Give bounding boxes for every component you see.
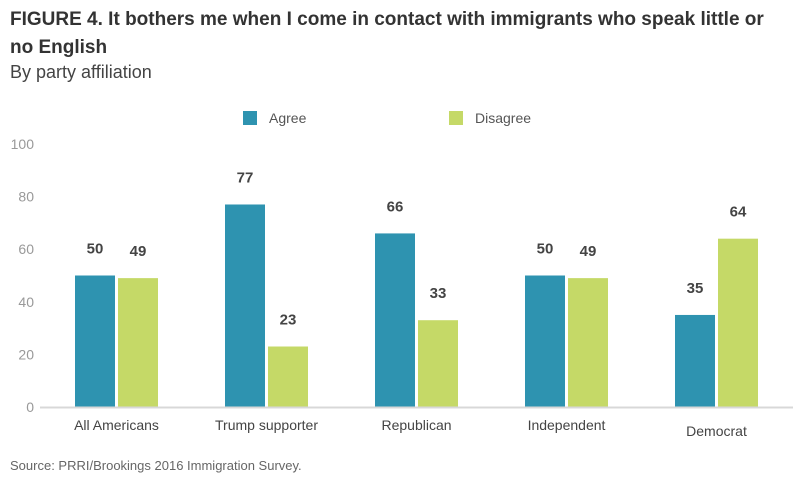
data-label: 64 [730, 204, 747, 221]
bar-agree [525, 275, 565, 407]
bar-agree [675, 314, 715, 407]
bar-agree [225, 204, 265, 407]
bar-disagree [268, 346, 308, 407]
chart-title: FIGURE 4. It bothers me when I come in c… [10, 9, 764, 58]
legend-swatch-agree [243, 111, 257, 125]
source-note: Source: PRRI/Brookings 2016 Immigration … [10, 458, 302, 473]
bars: 50 49 77 23 66 33 50 49 35 64 [75, 169, 758, 407]
x-tick-label: All Americans [74, 417, 159, 433]
bar-disagree [718, 238, 758, 407]
bar-disagree [568, 278, 608, 407]
data-label: 23 [280, 312, 297, 329]
y-tick-label: 80 [18, 189, 34, 205]
y-tick-label: 100 [11, 136, 35, 152]
x-tick-label: Independent [528, 417, 606, 433]
bar-disagree [418, 320, 458, 407]
data-label: 33 [430, 285, 447, 302]
x-axis: All Americans Trump supporter Republican In… [74, 417, 747, 439]
data-label: 66 [387, 198, 404, 215]
y-tick-label: 20 [18, 346, 34, 362]
bar-disagree [118, 278, 158, 407]
bar-agree [375, 233, 415, 407]
y-tick-label: 40 [18, 294, 34, 310]
legend: Agree Disagree [243, 110, 531, 126]
y-axis: 0 20 40 60 80 100 [11, 136, 35, 415]
data-label: 35 [687, 280, 704, 297]
data-label: 77 [237, 169, 254, 186]
y-tick-label: 0 [26, 399, 34, 415]
x-tick-label: Trump supporter [215, 417, 318, 433]
legend-label-disagree: Disagree [475, 110, 531, 126]
data-label: 50 [537, 241, 554, 258]
data-label: 49 [130, 243, 147, 260]
x-tick-label: Democrat [686, 423, 747, 439]
chart-subtitle: By party affiliation [10, 62, 152, 82]
data-label: 50 [87, 241, 104, 258]
bar-agree [75, 275, 115, 407]
x-tick-label: Republican [381, 417, 451, 433]
y-tick-label: 60 [18, 241, 34, 257]
legend-swatch-disagree [449, 111, 463, 125]
data-label: 49 [580, 243, 597, 260]
legend-label-agree: Agree [269, 110, 307, 126]
